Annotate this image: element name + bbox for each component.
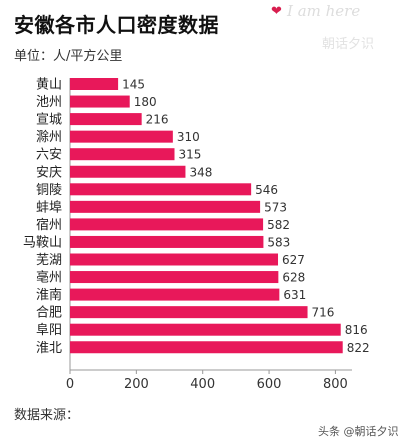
data-source-label: 数据来源：	[14, 408, 80, 423]
watermark-script: I am here	[287, 2, 361, 20]
x-tick-label: 800	[323, 377, 348, 392]
footer-attribution: 头条 @朝话夕识	[318, 425, 399, 438]
data-label: 583	[267, 235, 290, 249]
x-tick-label: 400	[190, 377, 215, 392]
data-label: 628	[282, 271, 305, 285]
data-label: 546	[255, 183, 278, 197]
bar-4	[70, 148, 175, 161]
data-label: 822	[347, 341, 370, 355]
data-label: 631	[283, 288, 306, 302]
bar-10	[70, 253, 279, 266]
bar-2	[70, 113, 142, 126]
bar-15	[70, 341, 343, 354]
category-label: 芜湖	[36, 253, 62, 268]
x-tick-label: 200	[124, 377, 149, 392]
heart-icon: ❤	[271, 4, 282, 19]
category-label: 宣城	[36, 112, 62, 128]
category-label: 铜陵	[36, 183, 62, 198]
data-label: 145	[122, 78, 145, 92]
category-label: 黄山	[36, 78, 62, 93]
bar-5	[70, 165, 186, 178]
chart-header: 安徽各市人口密度数据 单位：人/平方公里 ❤ I am here 朝话夕识	[0, 0, 400, 70]
x-tick-label: 0	[66, 377, 74, 392]
bar-3	[70, 130, 173, 143]
data-label: 310	[177, 130, 200, 144]
bar-0	[70, 78, 119, 90]
category-label: 蚌埠	[36, 200, 62, 215]
data-label: 716	[312, 306, 335, 320]
bar-8	[70, 218, 264, 231]
chart-title: 安徽各市人口密度数据	[14, 13, 219, 37]
bar-14	[70, 323, 341, 336]
data-label: 348	[189, 165, 212, 179]
chart-unit-subtitle: 单位：人/平方公里	[14, 49, 123, 64]
watermark-brand: 朝话夕识	[322, 37, 375, 52]
data-label: 180	[134, 95, 157, 109]
category-label: 池州	[36, 95, 62, 110]
category-label: 淮北	[36, 341, 62, 356]
bar-6	[70, 183, 252, 196]
data-label: 315	[179, 148, 202, 162]
category-label: 阜阳	[36, 322, 62, 338]
data-label: 216	[146, 113, 169, 127]
bar-12	[70, 288, 280, 301]
category-label: 六安	[36, 148, 62, 163]
data-label: 573	[264, 200, 287, 214]
bar-9	[70, 235, 264, 248]
category-label: 马鞍山	[23, 234, 62, 250]
bar-7	[70, 200, 261, 213]
data-label: 816	[345, 323, 368, 337]
data-label: 582	[267, 218, 290, 232]
x-tick-label: 600	[257, 377, 282, 392]
category-label: 滁州	[36, 129, 62, 145]
category-label: 亳州	[36, 270, 62, 286]
category-label: 淮南	[36, 287, 62, 303]
category-label: 安庆	[36, 165, 62, 180]
bar-1	[70, 95, 130, 108]
data-label: 627	[282, 253, 305, 267]
bar-11	[70, 271, 279, 284]
category-label: 合肥	[36, 306, 62, 321]
bar-13	[70, 306, 308, 319]
category-label: 宿州	[36, 217, 62, 233]
